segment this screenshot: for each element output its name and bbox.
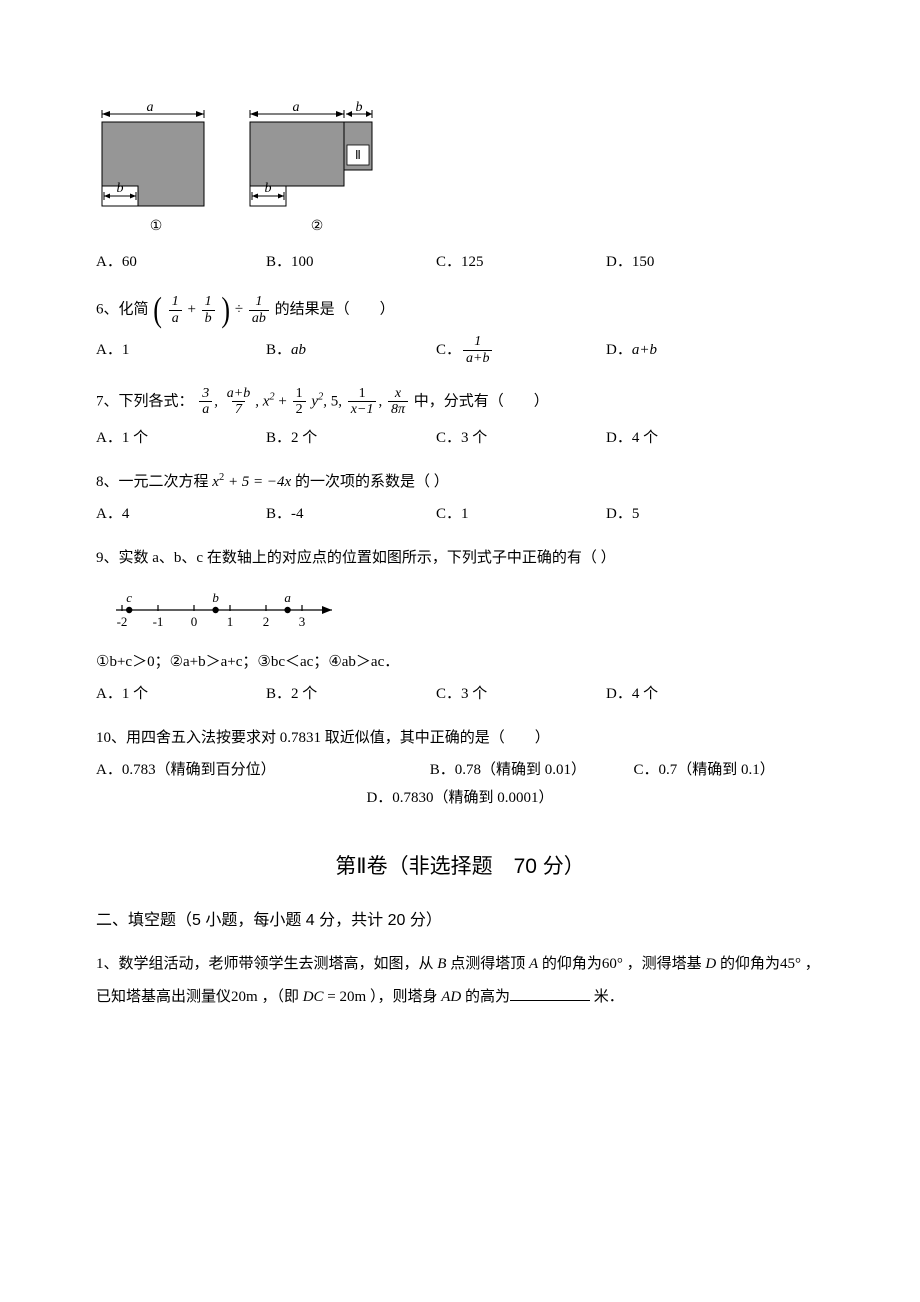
- q5-opt-b: B．100: [266, 250, 436, 274]
- q9-opt-c: C．3 个: [436, 682, 606, 706]
- rparen-icon: ): [221, 293, 230, 328]
- q6-options: A．1 B．ab C． 1a+b D．a+b: [96, 334, 824, 366]
- q8-stem: 8、一元二次方程 x2 + 5 = −4x 的一次项的系数是（ ）: [96, 470, 824, 494]
- q6-opt-b: B．ab: [266, 334, 436, 366]
- svg-text:-2: -2: [117, 614, 128, 629]
- q6-opt-c: C． 1a+b: [436, 334, 606, 366]
- q5-options: A．60 B．100 C．125 D．150: [96, 250, 824, 274]
- q8-suffix: 的一次项的系数是（ ）: [295, 474, 449, 490]
- q9-statements: ①b+c＞0；②a+b＞a+c；③bc＜ac；④ab＞ac．: [96, 650, 824, 674]
- fill-q1: 1、数学组活动，老师带领学生去测塔高，如图，从 B 点测得塔顶 A 的仰角为60…: [96, 948, 824, 1014]
- q8-prefix: 8、一元二次方程: [96, 474, 209, 490]
- figure-2: a b Ⅱ b ②: [244, 100, 390, 238]
- figure-1-caption: ①: [150, 216, 163, 238]
- q10-options-line2: D．0.7830（精确到 0.0001）: [96, 786, 824, 810]
- q9-numberline: -2 -1 0 1 2 3 c b a: [102, 580, 824, 641]
- svg-text:b: b: [117, 181, 124, 196]
- q5-opt-a: A．60: [96, 250, 266, 274]
- svg-text:3: 3: [299, 614, 306, 629]
- section-2-subheader: 二、填空题（5 小题，每小题 4 分，共计 20 分）: [96, 908, 824, 934]
- q9-opt-a: A．1 个: [96, 682, 266, 706]
- lparen-icon: (: [153, 293, 162, 328]
- figure-1: a b ①: [96, 100, 216, 238]
- q6-suffix: 的结果是（ ）: [275, 302, 395, 318]
- figures-row: a b ① a: [96, 100, 824, 238]
- q6-opt-a: A．1: [96, 334, 266, 366]
- q7-options: A．1 个 B．2 个 C．3 个 D．4 个: [96, 426, 824, 450]
- q10-opt-c: C．0.7（精确到 0.1）: [634, 758, 775, 782]
- q7-prefix: 7、下列各式：: [96, 393, 194, 409]
- section-2-header: 第Ⅱ卷（非选择题 70 分）: [96, 850, 824, 884]
- svg-text:-1: -1: [153, 614, 164, 629]
- q5-opt-c: C．125: [436, 250, 606, 274]
- q10-options-line1: A．0.783（精确到百分位） B．0.78（精确到 0.01） C．0.7（精…: [96, 758, 824, 782]
- figure-2-caption: ②: [311, 216, 324, 238]
- svg-text:c: c: [126, 590, 132, 605]
- q7-opt-d: D．4 个: [606, 426, 776, 450]
- q6-opt-d: D．a+b: [606, 334, 776, 366]
- svg-text:b: b: [356, 100, 363, 115]
- q9-options: A．1 个 B．2 个 C．3 个 D．4 个: [96, 682, 824, 706]
- q7-suffix: 中，分式有（ ）: [414, 393, 549, 409]
- svg-text:a: a: [147, 100, 154, 115]
- q8-opt-d: D．5: [606, 502, 776, 526]
- svg-text:2: 2: [263, 614, 270, 629]
- svg-text:1: 1: [227, 614, 234, 629]
- q8-options: A．4 B．-4 C．1 D．5: [96, 502, 824, 526]
- q7-stem: 7、下列各式： 3a, a+b7, x2 + 12 y2, 5, 1x−1, x…: [96, 386, 824, 418]
- q10-opt-b: B．0.78（精确到 0.01）: [430, 758, 630, 782]
- q6-frac3: 1 ab: [249, 294, 269, 326]
- q10-opt-a: A．0.783（精确到百分位）: [96, 758, 426, 782]
- q8-opt-b: B．-4: [266, 502, 436, 526]
- q6-stem: 6、化简 ( 1 a + 1 b ) ÷ 1 ab 的结果是（ ）: [96, 294, 824, 326]
- svg-text:a: a: [284, 590, 291, 605]
- q9-opt-d: D．4 个: [606, 682, 776, 706]
- q8-opt-c: C．1: [436, 502, 606, 526]
- fill-blank: [510, 1000, 590, 1001]
- q8-opt-a: A．4: [96, 502, 266, 526]
- svg-text:0: 0: [191, 614, 198, 629]
- svg-text:a: a: [293, 100, 300, 115]
- svg-text:Ⅱ: Ⅱ: [355, 148, 361, 162]
- q10-stem: 10、用四舍五入法按要求对 0.7831 取近似值，其中正确的是（ ）: [96, 726, 824, 750]
- svg-text:b: b: [212, 590, 219, 605]
- q9-stem: 9、实数 a、b、c 在数轴上的对应点的位置如图所示，下列式子中正确的有（ ）: [96, 546, 824, 570]
- q7-opt-b: B．2 个: [266, 426, 436, 450]
- q6-frac2: 1 b: [202, 294, 215, 326]
- q10-opt-d: D．0.7830（精确到 0.0001）: [366, 790, 553, 806]
- svg-text:b: b: [265, 181, 272, 196]
- q6-prefix: 6、化简: [96, 302, 149, 318]
- q5-opt-d: D．150: [606, 250, 776, 274]
- q7-opt-c: C．3 个: [436, 426, 606, 450]
- q6-frac1: 1 a: [169, 294, 182, 326]
- q9-opt-b: B．2 个: [266, 682, 436, 706]
- q7-opt-a: A．1 个: [96, 426, 266, 450]
